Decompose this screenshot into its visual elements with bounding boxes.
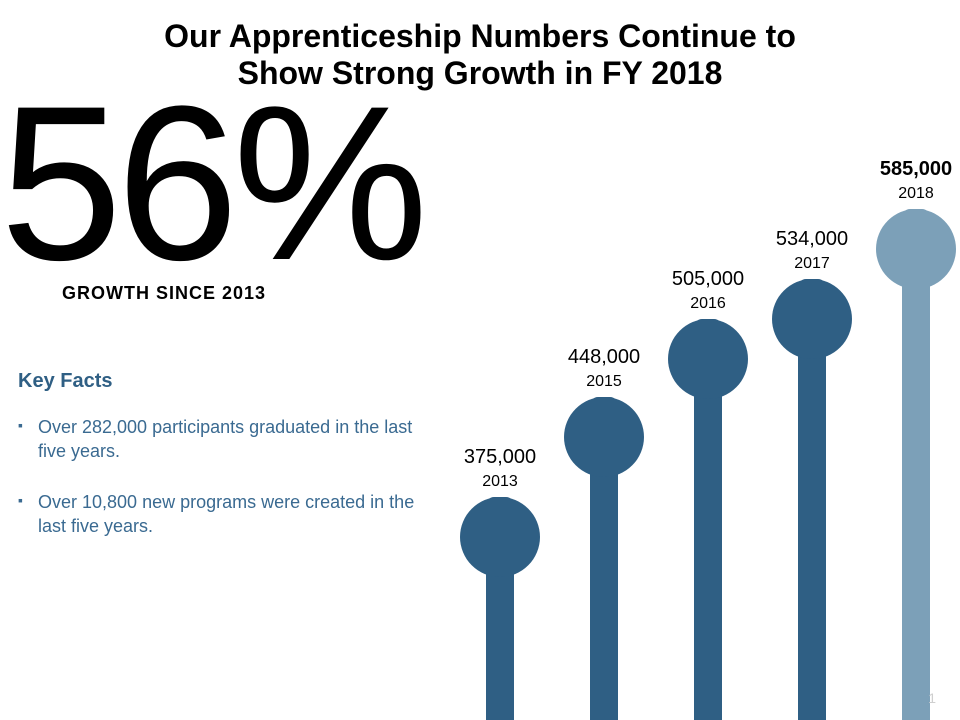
infographic-page: Our Apprenticeship Numbers Continue to S… xyxy=(0,0,960,720)
key-fact-item: Over 282,000 participants graduated in t… xyxy=(18,415,418,464)
lollipop-chart: 375,0002013448,0002015505,0002016534,000… xyxy=(430,120,950,720)
key-facts-list: Over 282,000 participants graduated in t… xyxy=(18,415,418,538)
headline-stat: 56% GROWTH SINCE 2013 xyxy=(0,90,440,304)
title-line-1: Our Apprenticeship Numbers Continue to xyxy=(0,18,960,55)
lollipop-column: 448,0002015 xyxy=(564,397,644,720)
lollipop-ball xyxy=(564,397,644,477)
lollipop-column: 534,0002017 xyxy=(772,279,852,720)
lollipop-value-label: 375,000 xyxy=(464,446,536,469)
key-facts-heading: Key Facts xyxy=(18,370,418,393)
headline-percent: 56% xyxy=(0,90,440,277)
page-number: 1 xyxy=(928,690,936,706)
lollipop-ball xyxy=(772,279,852,359)
lollipop-year-label: 2017 xyxy=(794,255,830,273)
lollipop-value-label: 585,000 xyxy=(880,158,952,181)
key-fact-item: Over 10,800 new programs were created in… xyxy=(18,490,418,539)
lollipop-year-label: 2016 xyxy=(690,295,726,313)
lollipop-value-label: 505,000 xyxy=(672,268,744,291)
lollipop-ball xyxy=(876,209,956,289)
key-facts-block: Key Facts Over 282,000 participants grad… xyxy=(18,370,418,564)
lollipop-ball xyxy=(668,319,748,399)
lollipop-value-label: 534,000 xyxy=(776,228,848,251)
lollipop-ball xyxy=(460,497,540,577)
lollipop-year-label: 2013 xyxy=(482,473,518,491)
lollipop-column: 505,0002016 xyxy=(668,319,748,720)
lollipop-value-label: 448,000 xyxy=(568,346,640,369)
lollipop-year-label: 2018 xyxy=(898,185,934,203)
lollipop-column: 585,0002018 xyxy=(876,209,956,720)
lollipop-year-label: 2015 xyxy=(586,373,622,391)
lollipop-column: 375,0002013 xyxy=(460,497,540,720)
